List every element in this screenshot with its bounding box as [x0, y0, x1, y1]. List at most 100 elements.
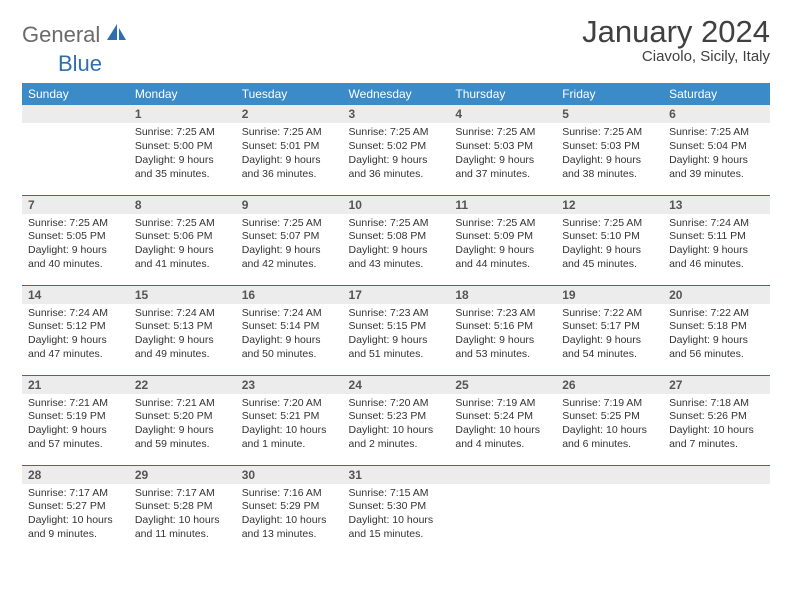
daylight-text: Daylight: 10 hours and 13 minutes.: [242, 514, 337, 542]
day-detail: Sunrise: 7:24 AMSunset: 5:13 PMDaylight:…: [129, 304, 236, 364]
daylight-text: Daylight: 10 hours and 2 minutes.: [349, 424, 444, 452]
day-detail: Sunrise: 7:25 AMSunset: 5:06 PMDaylight:…: [129, 214, 236, 274]
sunrise-text: Sunrise: 7:25 AM: [669, 126, 764, 140]
daylight-text: Daylight: 10 hours and 4 minutes.: [455, 424, 550, 452]
day-number: 5: [556, 105, 663, 123]
daylight-text: Daylight: 9 hours and 36 minutes.: [242, 154, 337, 182]
day-detail: Sunrise: 7:19 AMSunset: 5:25 PMDaylight:…: [556, 394, 663, 454]
daylight-text: Daylight: 10 hours and 11 minutes.: [135, 514, 230, 542]
day-detail: Sunrise: 7:25 AMSunset: 5:07 PMDaylight:…: [236, 214, 343, 274]
calendar-cell: 17Sunrise: 7:23 AMSunset: 5:15 PMDayligh…: [343, 285, 450, 375]
day-number: [663, 466, 770, 484]
day-detail: Sunrise: 7:18 AMSunset: 5:26 PMDaylight:…: [663, 394, 770, 454]
daylight-text: Daylight: 9 hours and 49 minutes.: [135, 334, 230, 362]
weekday-sunday: Sunday: [22, 83, 129, 105]
sunrise-text: Sunrise: 7:23 AM: [455, 307, 550, 321]
day-number: [22, 105, 129, 123]
calendar-cell: 26Sunrise: 7:19 AMSunset: 5:25 PMDayligh…: [556, 375, 663, 465]
day-number: 30: [236, 466, 343, 484]
daylight-text: Daylight: 9 hours and 44 minutes.: [455, 244, 550, 272]
calendar-week-row: 7Sunrise: 7:25 AMSunset: 5:05 PMDaylight…: [22, 195, 770, 285]
daylight-text: Daylight: 9 hours and 41 minutes.: [135, 244, 230, 272]
sunrise-text: Sunrise: 7:18 AM: [669, 397, 764, 411]
sunset-text: Sunset: 5:23 PM: [349, 410, 444, 424]
day-number: [556, 466, 663, 484]
sunrise-text: Sunrise: 7:24 AM: [669, 217, 764, 231]
day-number: 1: [129, 105, 236, 123]
sunset-text: Sunset: 5:20 PM: [135, 410, 230, 424]
sunrise-text: Sunrise: 7:25 AM: [242, 217, 337, 231]
weekday-wednesday: Wednesday: [343, 83, 450, 105]
sunset-text: Sunset: 5:16 PM: [455, 320, 550, 334]
daylight-text: Daylight: 9 hours and 57 minutes.: [28, 424, 123, 452]
calendar-cell: [449, 465, 556, 555]
sunset-text: Sunset: 5:02 PM: [349, 140, 444, 154]
sunrise-text: Sunrise: 7:25 AM: [562, 217, 657, 231]
sunrise-text: Sunrise: 7:25 AM: [455, 126, 550, 140]
day-detail: Sunrise: 7:15 AMSunset: 5:30 PMDaylight:…: [343, 484, 450, 544]
weekday-tuesday: Tuesday: [236, 83, 343, 105]
sunset-text: Sunset: 5:17 PM: [562, 320, 657, 334]
brand-text-2: Blue: [58, 51, 102, 76]
sunset-text: Sunset: 5:10 PM: [562, 230, 657, 244]
daylight-text: Daylight: 10 hours and 7 minutes.: [669, 424, 764, 452]
sunrise-text: Sunrise: 7:24 AM: [242, 307, 337, 321]
calendar-cell: 14Sunrise: 7:24 AMSunset: 5:12 PMDayligh…: [22, 285, 129, 375]
daylight-text: Daylight: 9 hours and 53 minutes.: [455, 334, 550, 362]
day-number: 16: [236, 286, 343, 304]
sunset-text: Sunset: 5:12 PM: [28, 320, 123, 334]
sunrise-text: Sunrise: 7:24 AM: [135, 307, 230, 321]
day-number: 15: [129, 286, 236, 304]
day-number: [449, 466, 556, 484]
day-number: 2: [236, 105, 343, 123]
day-detail: Sunrise: 7:17 AMSunset: 5:27 PMDaylight:…: [22, 484, 129, 544]
calendar-cell: 6Sunrise: 7:25 AMSunset: 5:04 PMDaylight…: [663, 105, 770, 195]
daylight-text: Daylight: 9 hours and 59 minutes.: [135, 424, 230, 452]
sunset-text: Sunset: 5:24 PM: [455, 410, 550, 424]
sunrise-text: Sunrise: 7:20 AM: [242, 397, 337, 411]
calendar-week-row: 1 Sunrise: 7:25 AM Sunset: 5:00 PM Daylight…: [22, 105, 770, 195]
day-detail: Sunrise: 7:22 AMSunset: 5:18 PMDaylight:…: [663, 304, 770, 364]
day-number: 28: [22, 466, 129, 484]
sunset-text: Sunset: 5:08 PM: [349, 230, 444, 244]
daylight-text: Daylight: 9 hours and 36 minutes.: [349, 154, 444, 182]
sunset-text: Sunset: 5:00 PM: [135, 140, 230, 154]
calendar-cell: 3Sunrise: 7:25 AMSunset: 5:02 PMDaylight…: [343, 105, 450, 195]
day-number: 6: [663, 105, 770, 123]
daylight-text: Daylight: 10 hours and 9 minutes.: [28, 514, 123, 542]
day-number: 18: [449, 286, 556, 304]
sunset-text: Sunset: 5:01 PM: [242, 140, 337, 154]
day-detail: Sunrise: 7:24 AMSunset: 5:12 PMDaylight:…: [22, 304, 129, 364]
calendar-cell: 7Sunrise: 7:25 AMSunset: 5:05 PMDaylight…: [22, 195, 129, 285]
calendar-cell: 16Sunrise: 7:24 AMSunset: 5:14 PMDayligh…: [236, 285, 343, 375]
sunset-text: Sunset: 5:18 PM: [669, 320, 764, 334]
daylight-text: Daylight: 9 hours and 40 minutes.: [28, 244, 123, 272]
day-detail: Sunrise: 7:25 AMSunset: 5:03 PMDaylight:…: [449, 123, 556, 183]
day-detail: Sunrise: 7:25 AMSunset: 5:10 PMDaylight:…: [556, 214, 663, 274]
calendar-cell: 5Sunrise: 7:25 AMSunset: 5:03 PMDaylight…: [556, 105, 663, 195]
daylight-text: Daylight: 9 hours and 42 minutes.: [242, 244, 337, 272]
day-detail: Sunrise: 7:20 AMSunset: 5:23 PMDaylight:…: [343, 394, 450, 454]
calendar-cell: 28Sunrise: 7:17 AMSunset: 5:27 PMDayligh…: [22, 465, 129, 555]
sail-icon: [104, 22, 128, 44]
day-number: 23: [236, 376, 343, 394]
day-detail: Sunrise: 7:17 AMSunset: 5:28 PMDaylight:…: [129, 484, 236, 544]
day-number: 4: [449, 105, 556, 123]
calendar-week-row: 21Sunrise: 7:21 AMSunset: 5:19 PMDayligh…: [22, 375, 770, 465]
daylight-text: Daylight: 10 hours and 6 minutes.: [562, 424, 657, 452]
day-number: 25: [449, 376, 556, 394]
daylight-text: Daylight: 9 hours and 39 minutes.: [669, 154, 764, 182]
daylight-text: Daylight: 9 hours and 50 minutes.: [242, 334, 337, 362]
sunset-text: Sunset: 5:15 PM: [349, 320, 444, 334]
day-number: 31: [343, 466, 450, 484]
day-number: 8: [129, 196, 236, 214]
sunset-text: Sunset: 5:25 PM: [562, 410, 657, 424]
sunrise-text: Sunrise: 7:25 AM: [135, 217, 230, 231]
day-number: 17: [343, 286, 450, 304]
day-detail: Sunrise: 7:23 AMSunset: 5:16 PMDaylight:…: [449, 304, 556, 364]
day-number: 27: [663, 376, 770, 394]
daylight-text: Daylight: 9 hours and 43 minutes.: [349, 244, 444, 272]
day-number: 24: [343, 376, 450, 394]
calendar-cell: 2Sunrise: 7:25 AMSunset: 5:01 PMDaylight…: [236, 105, 343, 195]
day-detail: Sunrise: 7:24 AMSunset: 5:14 PMDaylight:…: [236, 304, 343, 364]
